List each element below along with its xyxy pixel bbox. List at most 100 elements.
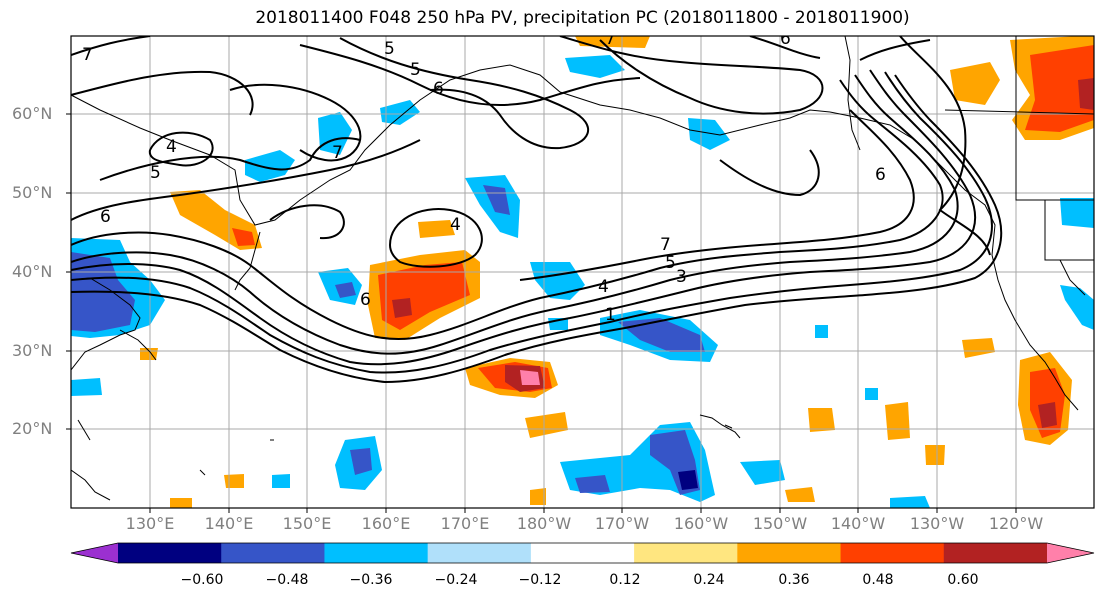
precip-region xyxy=(170,498,192,508)
precip-region xyxy=(392,298,412,318)
contour-label: 6 xyxy=(100,207,111,227)
lat-label: 20°N xyxy=(12,419,53,438)
lon-label: 180°W xyxy=(516,514,572,533)
precip-region xyxy=(520,370,540,385)
precip-region xyxy=(618,318,705,352)
colorbar-segment xyxy=(324,543,429,563)
colorbar-tick-label: −0.36 xyxy=(349,572,393,588)
contour-label: 6 xyxy=(433,79,444,99)
lon-label: 160°E xyxy=(361,514,411,533)
colorbar-segment xyxy=(530,543,635,563)
precip-region xyxy=(962,338,995,358)
colorbar-segment xyxy=(634,543,738,563)
contour-label: 3 xyxy=(676,267,687,287)
contour-label: 5 xyxy=(384,39,395,59)
lon-label: 140°E xyxy=(204,514,254,533)
colorbar-outline xyxy=(70,542,1095,564)
lon-label: 150°E xyxy=(282,514,332,533)
contour-label: 4 xyxy=(166,137,177,157)
lat-label: 40°N xyxy=(12,262,53,281)
precip-region xyxy=(815,325,828,338)
precip-region xyxy=(1025,45,1094,132)
precip-region xyxy=(530,488,546,505)
colorbar xyxy=(70,542,1095,564)
precip-region xyxy=(740,460,785,485)
precip-region xyxy=(140,348,158,360)
colorbar-segment xyxy=(427,543,532,563)
colorbar-tick-label: −0.12 xyxy=(518,572,562,588)
precip-region xyxy=(465,175,520,238)
precip-region xyxy=(925,445,945,465)
colorbar-tick-label: 0.36 xyxy=(778,572,810,588)
colorbar-segment xyxy=(737,543,842,563)
precip-region xyxy=(865,388,878,400)
pv-contours xyxy=(71,36,1003,384)
precip-region xyxy=(1078,78,1094,110)
precip-region xyxy=(318,112,352,155)
colorbar-tick-label: 0.24 xyxy=(693,572,725,588)
lat-label: 50°N xyxy=(12,183,53,202)
precip-region xyxy=(232,228,255,246)
graticule xyxy=(71,36,1094,508)
precip-region xyxy=(272,474,290,488)
contour-label: 6 xyxy=(780,29,791,49)
precip-region xyxy=(575,475,610,493)
precip-region xyxy=(885,402,910,440)
contour-label: 7 xyxy=(332,143,343,163)
colorbar-extend-low xyxy=(71,543,118,563)
colorbar-segment xyxy=(221,543,325,563)
colorbar-tick-label: −0.24 xyxy=(434,572,478,588)
contour-label: 4 xyxy=(598,277,609,297)
precip-region xyxy=(350,448,372,475)
precip-region xyxy=(678,470,698,490)
lat-label: 60°N xyxy=(12,104,53,123)
precip-region xyxy=(808,408,835,432)
precip-region xyxy=(688,118,730,150)
coastlines xyxy=(71,36,1094,501)
colorbar-segment xyxy=(943,543,1048,563)
precip-region xyxy=(1060,285,1094,330)
lon-label: 170°W xyxy=(594,514,650,533)
precip-region xyxy=(224,474,244,488)
lon-label: 130°E xyxy=(125,514,175,533)
lon-label: 150°W xyxy=(752,514,808,533)
contour-label: 7 xyxy=(82,45,93,65)
colorbar-tick-label: 0.12 xyxy=(609,572,641,588)
precip-region xyxy=(525,412,568,438)
lon-label: 140°W xyxy=(830,514,886,533)
colorbar-tick-label: 0.48 xyxy=(862,572,894,588)
precip-region xyxy=(71,378,102,396)
colorbar-segment xyxy=(840,543,945,563)
precip-region xyxy=(1038,402,1057,428)
colorbar-extend-high xyxy=(1047,543,1094,563)
lon-label: 160°W xyxy=(673,514,729,533)
precip-region xyxy=(950,62,1000,105)
contour-label: 6 xyxy=(875,165,886,185)
precip-region xyxy=(380,100,420,125)
contour-label: 5 xyxy=(410,60,421,80)
contour-labels: 7 5 6 4 5 6 7 4 6 6 7 5 4 3 1 7 6 5 xyxy=(82,29,886,325)
contour-label: 1 xyxy=(605,305,616,325)
precip-region xyxy=(565,55,625,78)
contour-label: 7 xyxy=(605,29,616,49)
contour-label: 7 xyxy=(660,235,671,255)
colorbar-tick-label: 0.60 xyxy=(947,572,979,588)
precip-region xyxy=(335,282,356,298)
colorbar-tick-label: −0.48 xyxy=(265,572,309,588)
contour-label: 5 xyxy=(665,253,676,273)
contour-label: 6 xyxy=(360,290,371,310)
precip-region xyxy=(1060,198,1094,228)
map-title: 2018011400 F048 250 hPa PV, precipitatio… xyxy=(255,8,910,28)
lon-label: 130°W xyxy=(909,514,965,533)
lat-label: 30°N xyxy=(12,341,53,360)
precip-region xyxy=(785,487,815,502)
colorbar-segment xyxy=(118,543,222,563)
contour-label: 5 xyxy=(150,163,161,183)
lon-label: 120°W xyxy=(988,514,1044,533)
precip-region xyxy=(245,150,295,182)
colorbar-tick-label: −0.60 xyxy=(180,572,224,588)
precip-region xyxy=(418,220,455,238)
lon-label: 170°E xyxy=(440,514,490,533)
axis-ticks xyxy=(66,113,1017,513)
contour-label: 4 xyxy=(450,215,461,235)
